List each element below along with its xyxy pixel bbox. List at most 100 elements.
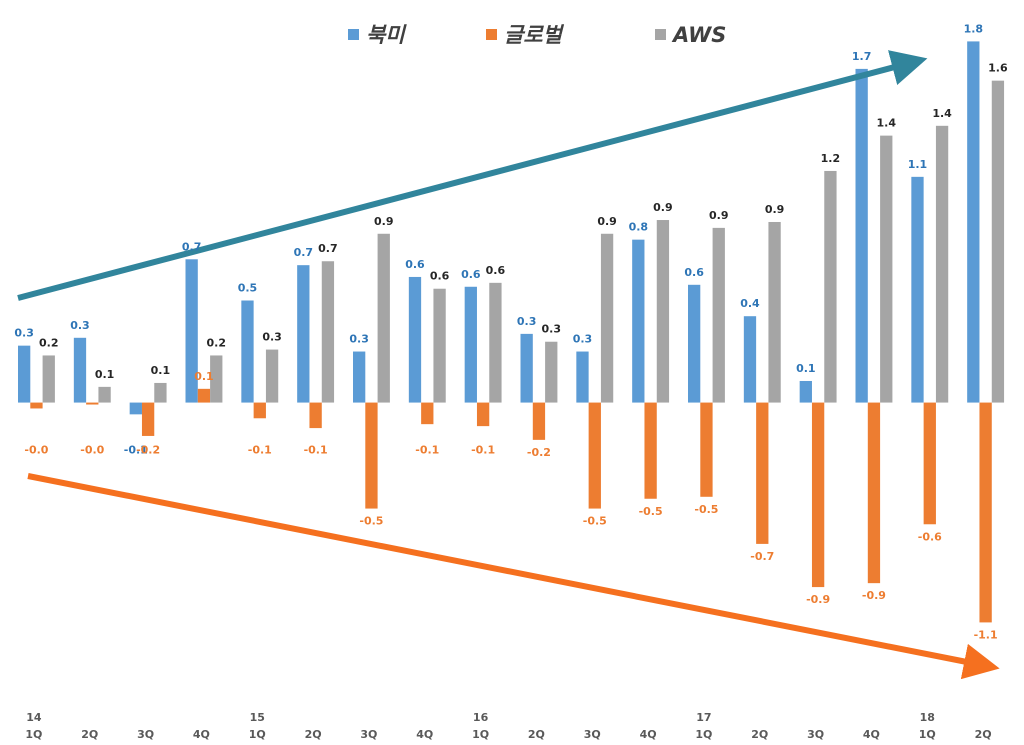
x-year-label: 14	[26, 711, 42, 724]
bar	[421, 402, 434, 425]
value-label: 0.4	[740, 297, 760, 310]
x-tick-label: 1Q	[472, 728, 489, 741]
value-label: 0.6	[405, 258, 425, 271]
bar	[656, 220, 670, 403]
bar	[309, 402, 322, 429]
x-tick-label: 4Q	[416, 728, 433, 741]
bar	[129, 402, 142, 415]
legend-label: 북미	[366, 23, 407, 47]
value-label: -0.6	[918, 530, 942, 543]
bar	[42, 355, 55, 403]
bar	[532, 402, 546, 440]
value-label: 0.9	[653, 201, 673, 214]
bar	[433, 288, 446, 403]
bar	[86, 402, 99, 405]
value-label: 1.6	[988, 62, 1008, 75]
bar	[576, 351, 589, 403]
bars	[18, 41, 1005, 623]
value-label: 0.9	[765, 203, 785, 216]
value-label: 0.1	[194, 370, 214, 383]
bar	[73, 337, 87, 403]
value-label: -0.1	[124, 444, 148, 457]
bar	[365, 402, 378, 509]
bar	[377, 233, 390, 403]
value-label: 0.3	[542, 323, 562, 336]
x-tick-label: 2Q	[305, 728, 322, 741]
bar	[545, 341, 558, 403]
bar	[141, 402, 155, 436]
value-label: -0.1	[415, 444, 439, 457]
value-label: -1.1	[974, 628, 998, 641]
value-label: -0.5	[359, 515, 383, 528]
value-label: 0.6	[684, 266, 704, 279]
value-label: 0.3	[14, 327, 34, 340]
bar	[979, 402, 992, 623]
x-year-label: 17	[696, 711, 711, 724]
x-tick-label: 1Q	[25, 728, 42, 741]
bar	[98, 386, 111, 403]
x-year-label: 16	[473, 711, 489, 724]
value-label: 1.2	[821, 152, 841, 165]
value-label: 0.2	[207, 336, 227, 349]
value-label: 0.9	[709, 209, 729, 222]
value-label: 1.7	[852, 50, 872, 63]
bar	[756, 402, 769, 544]
x-tick-label: 2Q	[751, 728, 768, 741]
x-tick-label: 1Q	[919, 728, 936, 741]
x-tick-label: 1Q	[249, 728, 266, 741]
value-label: 1.4	[877, 117, 897, 130]
bar	[520, 333, 533, 403]
bar	[768, 221, 781, 403]
trend-arrow-down	[27, 473, 1000, 680]
value-label: 0.7	[182, 240, 202, 253]
value-label: 0.3	[262, 331, 282, 344]
value-label: 0.9	[597, 215, 617, 228]
bar	[688, 284, 701, 403]
bar	[30, 402, 43, 409]
bar	[464, 286, 477, 403]
bar	[185, 259, 198, 403]
x-year-label: 18	[920, 711, 935, 724]
value-label: -0.2	[136, 444, 160, 457]
value-label: 0.6	[486, 264, 506, 277]
x-tick-label: 2Q	[81, 728, 98, 741]
bar	[588, 402, 601, 509]
bar	[824, 170, 837, 403]
x-tick-label: 3Q	[137, 728, 154, 741]
value-label: 0.7	[318, 242, 338, 255]
bar	[743, 316, 757, 403]
bar	[408, 276, 422, 403]
value-label: 0.1	[95, 368, 115, 381]
bar	[991, 80, 1005, 403]
bar	[297, 265, 310, 403]
value-label: -0.7	[750, 550, 774, 563]
value-label: 0.7	[294, 246, 314, 259]
bar	[18, 345, 31, 403]
bar	[880, 135, 893, 403]
bar	[911, 176, 924, 403]
value-label: 0.8	[629, 221, 649, 234]
bar	[210, 355, 223, 403]
x-tick-label: 3Q	[360, 728, 377, 741]
bar	[253, 402, 266, 419]
bar	[712, 227, 725, 403]
value-label: -0.1	[248, 444, 272, 457]
x-tick-label: 3Q	[584, 728, 601, 741]
legend-swatch	[655, 29, 666, 40]
legend-swatch	[486, 29, 497, 40]
bar	[967, 41, 980, 403]
value-label: -0.5	[694, 503, 718, 516]
value-label: 0.1	[796, 362, 816, 375]
value-label: 0.3	[517, 315, 537, 328]
x-tick-label: 2Q	[528, 728, 545, 741]
value-label: 0.3	[573, 333, 593, 346]
value-label: -0.0	[80, 444, 104, 457]
value-label: 0.9	[374, 215, 394, 228]
bar	[241, 300, 254, 403]
value-label: -0.5	[639, 505, 663, 518]
value-label: -0.9	[862, 589, 886, 602]
bar	[353, 351, 366, 403]
value-label: -0.9	[806, 593, 830, 606]
value-label: 1.8	[964, 22, 984, 35]
